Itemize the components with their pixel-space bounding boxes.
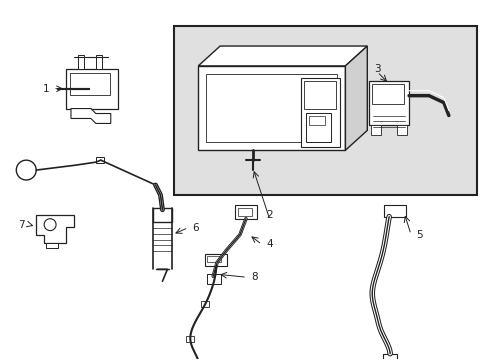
Polygon shape: [198, 46, 366, 66]
Bar: [96, 157, 103, 163]
Bar: [384, 205, 405, 217]
Bar: [201, 301, 208, 307]
Bar: [174, 26, 476, 195]
Text: 1: 1: [43, 84, 49, 94]
Polygon shape: [71, 109, 111, 123]
Bar: [206, 74, 337, 142]
Bar: [198, 66, 345, 150]
Bar: [66, 69, 118, 109]
Bar: [46, 243, 58, 248]
Bar: [207, 256, 221, 262]
Bar: [186, 337, 194, 342]
Bar: [396, 125, 406, 135]
Text: 3: 3: [373, 64, 380, 74]
Bar: [371, 84, 403, 104]
Bar: [303, 81, 336, 109]
Text: 4: 4: [266, 239, 273, 249]
Bar: [207, 274, 221, 284]
Bar: [370, 125, 381, 135]
Polygon shape: [345, 46, 366, 150]
Text: 2: 2: [266, 210, 273, 220]
Bar: [383, 354, 396, 360]
Bar: [205, 255, 226, 266]
Bar: [152, 208, 172, 222]
Text: 6: 6: [192, 222, 198, 233]
Bar: [70, 73, 109, 95]
Bar: [300, 78, 340, 147]
Text: 8: 8: [251, 272, 258, 282]
Bar: [305, 113, 330, 142]
Polygon shape: [36, 215, 74, 243]
Text: 5: 5: [415, 230, 422, 239]
Bar: [235, 205, 256, 219]
Bar: [238, 208, 251, 216]
Bar: [96, 55, 102, 69]
Bar: [78, 55, 84, 69]
Bar: [308, 116, 324, 125]
Text: 7: 7: [18, 220, 24, 230]
Bar: [368, 81, 408, 125]
